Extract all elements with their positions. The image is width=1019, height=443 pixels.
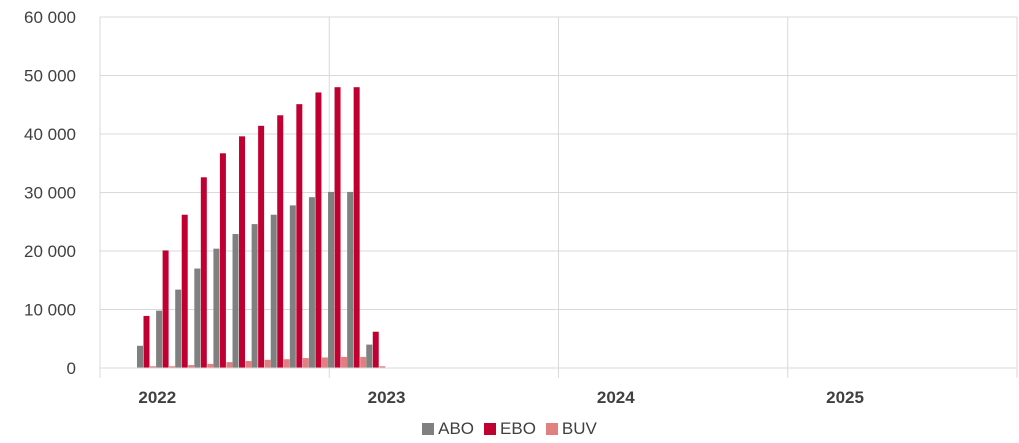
- bar-abo: [194, 268, 201, 368]
- y-tick-label: 30 000: [24, 184, 76, 203]
- bar-abo: [232, 234, 239, 368]
- x-axis-ticks: 2022 2023 2024 2025: [138, 388, 864, 407]
- bar-ebo: [334, 87, 341, 368]
- bar-buv: [302, 358, 309, 368]
- x-tick-label: 2022: [138, 388, 176, 407]
- y-tick-label: 20 000: [24, 242, 76, 261]
- bar-buv: [360, 356, 367, 368]
- legend-item-ebo: EBO: [484, 419, 536, 439]
- bar-ebo: [258, 125, 265, 368]
- bar-buv: [245, 360, 252, 368]
- bar-abo: [328, 191, 335, 368]
- bar-buv: [321, 357, 328, 368]
- bar-buv: [283, 359, 290, 368]
- y-tick-label: 0: [67, 359, 76, 378]
- x-tick-label: 2024: [597, 388, 635, 407]
- legend-label: ABO: [438, 419, 475, 438]
- bar-buv: [379, 366, 386, 368]
- bar-ebo: [200, 177, 207, 368]
- bar-ebo: [372, 331, 379, 368]
- bar-chart: 0 10 000 20 000 30 000 40 000 50 000 60 000 20…: [24, 8, 1018, 407]
- y-tick-label: 40 000: [24, 125, 76, 144]
- bar-abo: [289, 205, 296, 368]
- x-tick-label: 2023: [368, 388, 406, 407]
- legend-swatch: [422, 423, 435, 435]
- legend-item-buv: BUV: [545, 419, 597, 439]
- y-tick-label: 60 000: [24, 8, 76, 27]
- legend-label: EBO: [500, 419, 536, 438]
- legend-label: BUV: [561, 419, 597, 438]
- bar-buv: [264, 359, 271, 368]
- bar-abo: [251, 224, 258, 368]
- bar-ebo: [162, 250, 169, 368]
- bar-abo: [213, 248, 220, 368]
- bar-abo: [347, 191, 354, 368]
- bar-abo: [308, 197, 315, 368]
- bar-abo: [366, 344, 373, 368]
- y-tick-label: 50 000: [24, 67, 76, 86]
- bar-buv: [169, 366, 176, 368]
- bar-abo: [156, 310, 163, 368]
- bar-abo: [270, 214, 277, 368]
- bar-ebo: [315, 92, 322, 368]
- bar-buv: [226, 362, 233, 368]
- bar-buv: [341, 356, 348, 368]
- bar-ebo: [239, 136, 246, 368]
- bar-buv: [207, 363, 214, 368]
- y-axis-ticks: 0 10 000 20 000 30 000 40 000 50 000 60 000: [24, 8, 76, 378]
- bar-ebo: [296, 104, 303, 368]
- legend-item-abo: ABO: [422, 419, 474, 439]
- bar-abo: [137, 345, 143, 368]
- x-tick-label: 2025: [826, 388, 864, 407]
- bar-ebo: [353, 87, 360, 368]
- bars: [137, 87, 386, 368]
- bar-buv: [150, 366, 156, 368]
- legend-swatch: [545, 423, 558, 435]
- legend: ABO EBO BUV: [0, 419, 1019, 439]
- bar-ebo: [143, 315, 150, 368]
- bar-ebo: [277, 115, 284, 368]
- bar-ebo: [181, 214, 188, 368]
- y-tick-label: 10 000: [24, 301, 76, 320]
- bar-buv: [188, 365, 195, 368]
- bar-ebo: [219, 153, 226, 368]
- bar-abo: [175, 289, 182, 368]
- legend-swatch: [484, 423, 497, 435]
